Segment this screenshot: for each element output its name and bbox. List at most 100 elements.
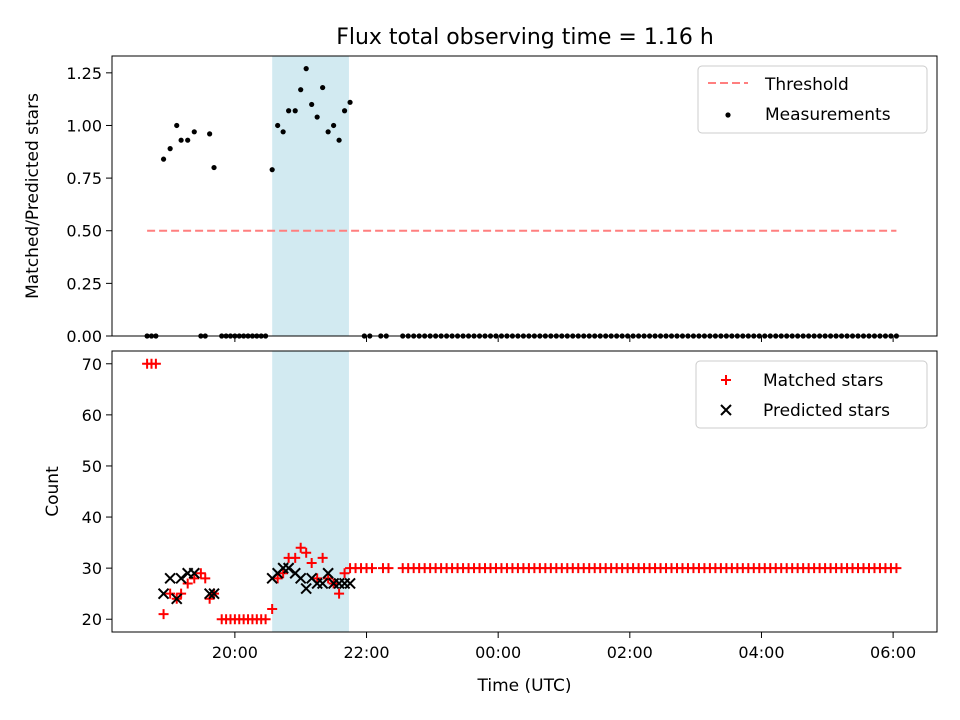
- count-x-ticks: 20:00 22:00 00:00 02:00 04:00 06:00: [212, 632, 916, 662]
- matched-star-point: [189, 573, 200, 584]
- count-legend-box: [695, 360, 928, 429]
- measurement-point: [185, 137, 191, 143]
- predicted-star-point: [171, 593, 183, 605]
- predicted-star-point: [344, 577, 356, 590]
- predicted-star-point: [203, 587, 216, 600]
- legend-matched-swatch: [721, 375, 731, 385]
- predicted-star-point: [175, 572, 187, 585]
- matched-star-point: [150, 358, 161, 369]
- measurement-point: [341, 108, 348, 114]
- measurement-point: [336, 137, 342, 143]
- count-ytick-label: 30: [82, 559, 102, 578]
- measurement-point: [320, 84, 326, 91]
- matched-star-point: [200, 573, 211, 584]
- matched-star-point: [182, 578, 193, 589]
- predicted-star-point: [294, 572, 307, 585]
- matched-star-point: [260, 614, 271, 625]
- predicted-star-point: [208, 587, 220, 600]
- measurement-point: [275, 122, 281, 129]
- count-panel: 20 30 40 50 60 70 20:00 22:00 00:00 02:00 04:00 06…: [43, 350, 938, 696]
- measurement-point: [167, 146, 173, 152]
- matched-star-point: [317, 552, 328, 563]
- matched-star-point: [267, 604, 278, 615]
- count-legend: Matched stars Predicted stars: [695, 360, 928, 429]
- count-ytick-label: 70: [82, 355, 102, 374]
- predicted-star-point: [157, 587, 170, 600]
- count-xtick-label: 20:00: [212, 643, 258, 662]
- measurement-point: [174, 122, 180, 129]
- count-xtick-label: 00:00: [475, 643, 521, 662]
- predicted-stars-points: [157, 562, 356, 605]
- count-ytick-label: 40: [82, 508, 102, 527]
- count-xtick-label: 06:00: [870, 643, 916, 662]
- predicted-star-point: [188, 567, 200, 579]
- ratio-legend-box: [697, 65, 928, 134]
- legend-measurement-label: Measurements: [765, 105, 891, 125]
- measurement-point: [160, 156, 167, 162]
- ratio-ytick-label: 0.25: [66, 274, 102, 293]
- ratio-ytick-label: 1.00: [66, 116, 102, 135]
- matched-star-point: [891, 563, 902, 574]
- ratio-x-ticks: [234, 336, 894, 342]
- matched-star-point: [339, 568, 350, 579]
- observing-span-top: [272, 56, 349, 336]
- matched-star-point: [367, 563, 378, 574]
- matched-stars-points: [142, 358, 902, 625]
- matched-star-point: [158, 609, 169, 620]
- count-y-ticks: 20 30 40 50 60 70: [82, 355, 112, 629]
- count-ytick-label: 50: [82, 457, 102, 476]
- matched-star-point: [272, 573, 283, 584]
- ratio-plot-frame: [111, 55, 938, 337]
- ratio-y-ticks: 0.00 0.25 0.50 0.75 1.00 1.25: [66, 64, 112, 346]
- measurement-point: [280, 129, 286, 135]
- ratio-panel: 0.00 0.25 0.50 0.75 1.00 1.25 Matched/Predict…: [23, 55, 938, 346]
- measurement-point: [207, 131, 213, 137]
- predicted-star-point: [164, 572, 176, 585]
- legend-threshold-label: Threshold: [764, 75, 849, 95]
- legend-predicted-label: Predicted stars: [763, 401, 890, 421]
- count-ytick-label: 60: [82, 406, 102, 425]
- matched-star-point: [165, 588, 176, 599]
- measurement-point: [309, 101, 315, 108]
- measurement-point: [331, 122, 337, 129]
- x-axis-label: Time (UTC): [477, 676, 572, 696]
- matched-star-point: [334, 588, 345, 599]
- measurement-point: [325, 129, 331, 135]
- matched-star-point: [323, 573, 334, 584]
- ratio-ytick-label: 0.00: [66, 327, 102, 346]
- measurement-point: [211, 164, 217, 171]
- matched-star-point: [306, 558, 317, 569]
- ratio-y-axis-label: Matched/Predicted stars: [23, 93, 43, 299]
- matched-star-point: [290, 552, 301, 563]
- predicted-star-point: [300, 582, 312, 595]
- matched-star-point: [301, 547, 312, 558]
- matched-star-point: [312, 573, 323, 584]
- measurement-point: [347, 99, 353, 105]
- predicted-star-point: [322, 567, 334, 579]
- legend-measurement-swatch: [725, 112, 731, 118]
- count-ytick-label: 20: [82, 610, 102, 629]
- count-xtick-label: 02:00: [607, 643, 653, 662]
- count-y-axis-label: Count: [43, 466, 63, 517]
- measurement-point: [298, 87, 304, 93]
- ratio-ytick-label: 1.25: [66, 64, 102, 83]
- legend-matched-label: Matched stars: [763, 371, 883, 391]
- observing-span-bottom: [272, 351, 349, 632]
- measurement-point: [292, 108, 298, 114]
- predicted-star-point: [316, 577, 329, 590]
- measurement-point: [178, 137, 184, 143]
- measurement-point: [303, 66, 309, 72]
- ratio-ytick-label: 0.50: [66, 222, 102, 241]
- legend-predicted-swatch: [720, 404, 732, 416]
- measurement-point: [314, 114, 320, 120]
- measurement-point: [191, 129, 197, 135]
- chart-title: Flux total observing time = 1.16 h: [336, 25, 714, 50]
- predicted-star-point: [282, 562, 295, 574]
- matched-star-point: [383, 563, 394, 574]
- count-xtick-label: 04:00: [738, 643, 784, 662]
- measurement-point: [286, 108, 292, 114]
- ratio-legend: Threshold Measurements: [697, 65, 928, 134]
- matched-star-point: [278, 568, 289, 579]
- matched-star-point: [195, 568, 206, 579]
